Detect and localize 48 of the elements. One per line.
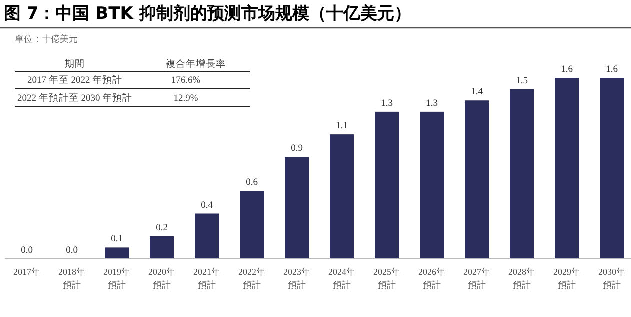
x-tick-label: 2028年預計: [508, 267, 536, 290]
bar: [420, 112, 444, 259]
data-label: 0.1: [111, 234, 124, 245]
x-tick-label: 2022年預計: [238, 267, 266, 290]
bar: [330, 134, 354, 259]
text: 複合年增長率: [166, 58, 226, 70]
x-tick-label: 2027年預計: [464, 267, 490, 290]
data-label: 1.6: [561, 65, 574, 75]
bar: [150, 236, 174, 259]
data-label: 0.4: [201, 200, 214, 211]
data-label: 0.0: [66, 246, 78, 256]
x-tick-label: 2021年預計: [194, 267, 220, 290]
x-tick-label: 2017年: [14, 267, 40, 277]
x-tick-label: 2020年預計: [148, 267, 176, 290]
bar: [195, 214, 219, 259]
data-label: 1.1: [336, 122, 348, 132]
x-tick-label: 2029年預計: [554, 267, 580, 290]
data-label: 1.3: [381, 98, 394, 109]
data-label: 0.9: [291, 144, 304, 154]
x-tick-label: 2024年預計: [328, 267, 356, 290]
x-tick-label: 2030年預計: [598, 267, 626, 290]
bar: [555, 78, 579, 259]
x-tick-label: 2026年預計: [418, 267, 446, 290]
text: 單位：十億美元: [15, 34, 78, 44]
data-label: 1.3: [426, 98, 438, 109]
x-tick-label: 2023年預計: [284, 267, 310, 290]
data-label: 1.6: [606, 65, 618, 75]
bar: [465, 100, 489, 259]
x-tick-label: 2018年預計: [58, 267, 86, 290]
data-label: 0.6: [246, 178, 258, 188]
bar: [285, 157, 309, 259]
x-tick-label: 2019年預計: [104, 267, 130, 290]
annotation: 12.9%: [174, 94, 198, 104]
data-label: 0.0: [21, 246, 34, 256]
bar: [510, 89, 534, 259]
annotation: 2022 年預計至 2030 年預計: [17, 92, 133, 104]
bar: [240, 191, 264, 259]
text: 期間: [65, 58, 85, 70]
annotation: 176.6%: [171, 76, 201, 86]
data-label: 1.5: [516, 76, 528, 86]
bar: [375, 112, 399, 259]
bar: [600, 78, 624, 259]
chart-title: 图 7：中国 BTK 抑制剂的预测市场规模（十亿美元）: [4, 4, 412, 24]
bar: [105, 248, 129, 259]
data-label: 1.4: [471, 88, 484, 98]
data-label: 0.2: [156, 223, 168, 234]
x-tick-label: 2025年預計: [374, 267, 400, 290]
annotation: 2017 年至 2022 年預計: [27, 74, 123, 86]
